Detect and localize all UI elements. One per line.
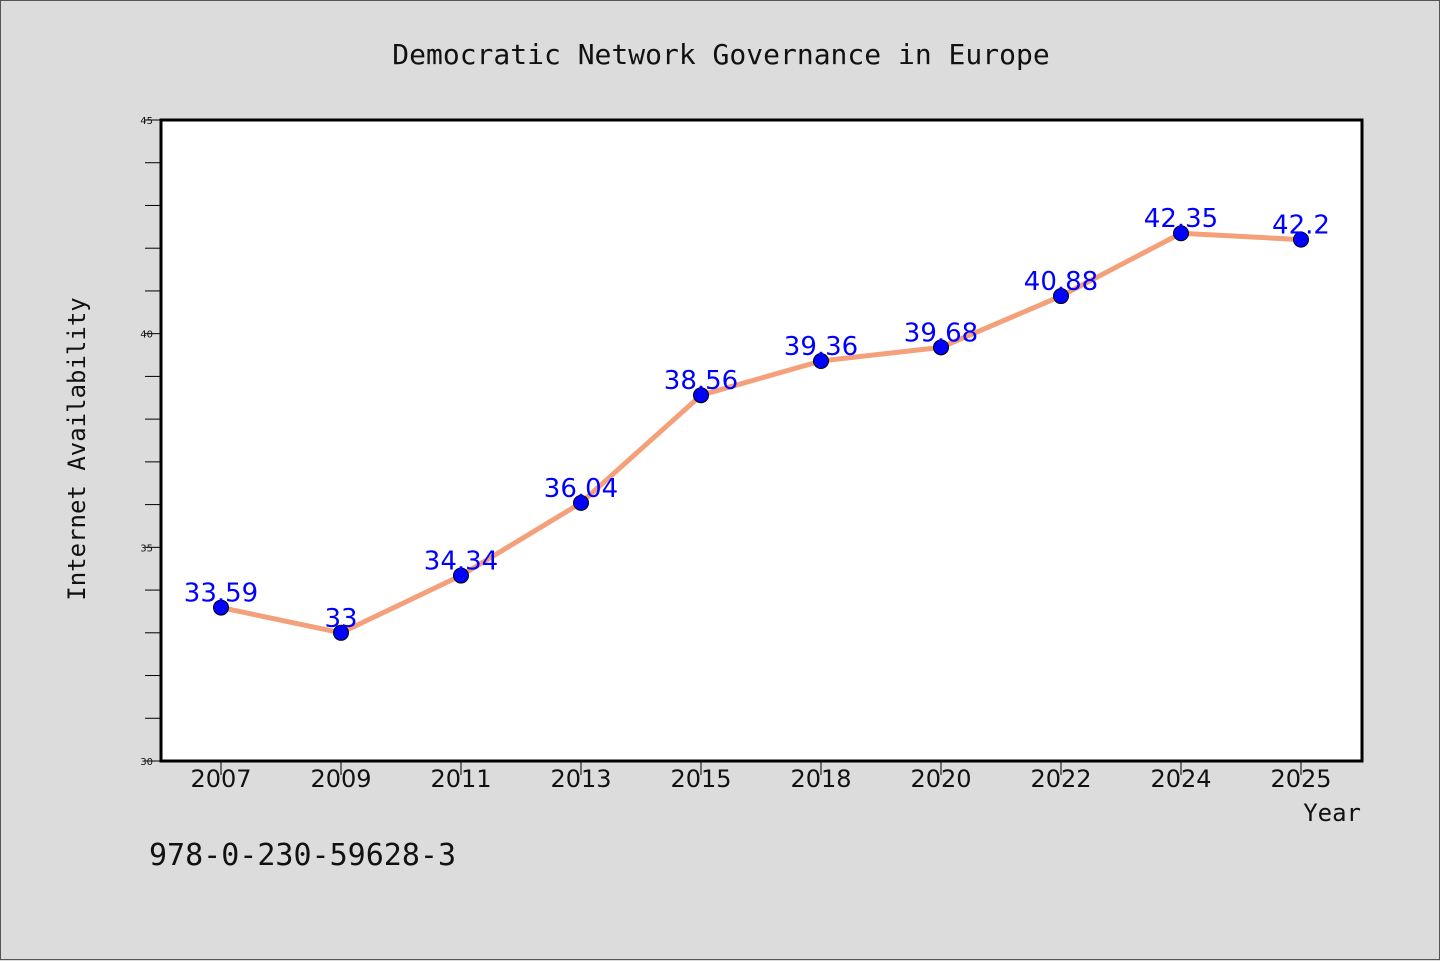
x-axis-label: Year — [1303, 799, 1361, 827]
x-tick-label: 2011 — [430, 765, 491, 793]
data-point-marker — [1173, 225, 1189, 242]
data-label: 42.35 — [1144, 204, 1218, 234]
data-point-marker — [213, 599, 229, 616]
y-axis-ticks: 30 35 40 45 — [140, 116, 161, 768]
x-tick-label: 2009 — [310, 765, 371, 793]
x-tick-label: 2022 — [1030, 765, 1091, 793]
data-markers — [213, 225, 1309, 641]
x-tick-label: 2025 — [1270, 765, 1331, 793]
x-tick-label: 2024 — [1150, 765, 1211, 793]
data-point-marker — [573, 494, 589, 511]
y-tick-label: 40 — [140, 330, 153, 341]
y-tick-label: 45 — [140, 116, 153, 127]
data-label: 36.04 — [544, 474, 618, 504]
x-tick-label: 2007 — [190, 765, 251, 793]
series-line — [218, 230, 1304, 636]
data-point-marker — [933, 339, 949, 356]
series-line-group — [218, 230, 1304, 636]
plot-area — [159, 118, 1364, 763]
y-axis-label: Internet Availability — [63, 297, 91, 600]
data-label: 33.59 — [184, 579, 258, 609]
y-tick-label: 35 — [140, 543, 153, 554]
x-tick-label: 2015 — [670, 765, 731, 793]
x-axis-ticks: 2007 2009 2011 2013 2015 2018 2020 2022 2024 2025 — [190, 761, 1332, 793]
data-point-marker — [1293, 231, 1309, 248]
data-label: 42.2 — [1272, 211, 1330, 241]
x-tick-label: 2018 — [790, 765, 851, 793]
footnote-isbn: 978-0-230-59628-3 — [149, 838, 456, 873]
data-point-marker — [813, 353, 829, 370]
y-tick-label: 30 — [140, 757, 153, 768]
x-tick-label: 2013 — [550, 765, 611, 793]
data-labels: 33.59 33 34.34 36.04 38.56 39.36 39.68 40.88 42.… — [184, 204, 1330, 634]
data-label: 39.68 — [904, 318, 978, 348]
x-tick-label: 2020 — [910, 765, 971, 793]
data-label: 39.36 — [784, 332, 858, 362]
data-label: 38.56 — [664, 366, 738, 396]
chart-title: Democratic Network Governance in Europe — [392, 38, 1049, 71]
data-point-marker — [453, 567, 469, 584]
data-label: 40.88 — [1024, 267, 1098, 297]
data-point-marker — [1053, 288, 1069, 305]
data-point-marker — [333, 624, 349, 641]
data-label: 34.34 — [424, 547, 498, 577]
data-point-marker — [693, 387, 709, 404]
data-label: 33 — [324, 604, 357, 634]
